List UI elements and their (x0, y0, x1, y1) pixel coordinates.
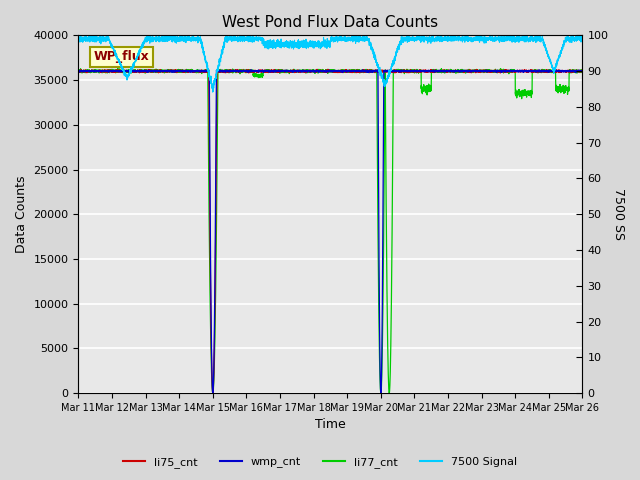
7500 Signal (166, 35, 174, 40)
Y-axis label: 7500 SS: 7500 SS (612, 188, 625, 240)
li75_cnt (489, 69, 497, 74)
wmp_cnt (403, 68, 410, 74)
li75_cnt (451, 68, 458, 74)
li77_cnt (114, 65, 122, 71)
7500 Signal (77, 33, 84, 38)
li75_cnt (377, 67, 385, 73)
Legend: li75_cnt, wmp_cnt, li77_cnt, 7500 Signal: li75_cnt, wmp_cnt, li77_cnt, 7500 Signal (118, 452, 522, 472)
7500 Signal (268, 42, 275, 48)
li77_cnt (75, 68, 83, 74)
li75_cnt (166, 68, 174, 74)
li75_cnt (579, 68, 586, 73)
wmp_cnt (166, 68, 174, 74)
li77_cnt (268, 68, 275, 73)
li77_cnt (451, 68, 458, 73)
wmp_cnt (247, 67, 255, 72)
7500 Signal (451, 35, 458, 40)
wmp_cnt (268, 69, 275, 74)
7500 Signal (75, 39, 83, 45)
Line: li77_cnt: li77_cnt (79, 68, 582, 393)
Line: 7500 Signal: 7500 Signal (79, 36, 582, 92)
wmp_cnt (489, 69, 497, 74)
X-axis label: Time: Time (315, 419, 346, 432)
li75_cnt (403, 68, 410, 74)
7500 Signal (579, 36, 586, 42)
wmp_cnt (75, 68, 83, 73)
Line: wmp_cnt: wmp_cnt (79, 70, 582, 393)
Y-axis label: Data Counts: Data Counts (15, 176, 28, 253)
7500 Signal (377, 72, 385, 77)
Title: West Pond Flux Data Counts: West Pond Flux Data Counts (222, 15, 438, 30)
li77_cnt (377, 390, 385, 396)
7500 Signal (489, 37, 497, 43)
wmp_cnt (451, 68, 458, 74)
wmp_cnt (579, 68, 586, 73)
li77_cnt (489, 68, 497, 73)
li77_cnt (209, 390, 217, 396)
Line: li75_cnt: li75_cnt (79, 70, 582, 393)
wmp_cnt (377, 390, 385, 396)
li75_cnt (268, 68, 275, 74)
7500 Signal (403, 37, 410, 43)
Text: WP_flux: WP_flux (93, 50, 149, 63)
li77_cnt (166, 68, 174, 74)
li75_cnt (75, 68, 83, 73)
wmp_cnt (209, 390, 217, 396)
li75_cnt (324, 67, 332, 72)
li75_cnt (209, 390, 217, 396)
7500 Signal (209, 89, 216, 95)
li77_cnt (579, 70, 586, 75)
li77_cnt (403, 68, 410, 74)
